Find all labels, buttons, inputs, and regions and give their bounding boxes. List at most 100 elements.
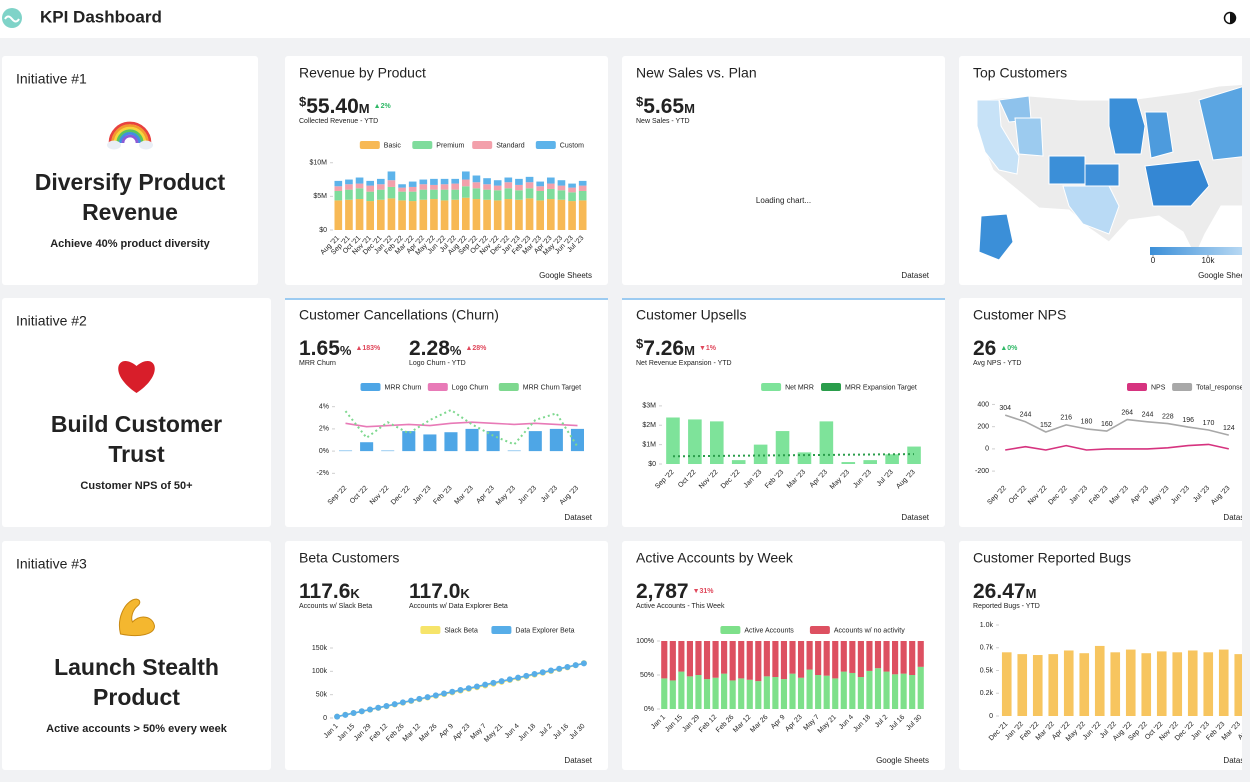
- kpi: 26 ▲0%: [973, 337, 1018, 360]
- bar: [819, 421, 834, 464]
- y-tick-label: 4%: [319, 404, 329, 411]
- line-point: [416, 695, 423, 702]
- line-point: [556, 665, 563, 672]
- card: Customer NPS Dataset 26 ▲0% Avg NPS - YTD NPS…: [959, 298, 1250, 527]
- y-tick-label: $0: [319, 227, 327, 234]
- rainbow-arc: [108, 121, 152, 144]
- theme-icon-half: [1230, 12, 1236, 24]
- map-region: [1198, 86, 1242, 161]
- initiative-title: Revenue: [82, 199, 178, 225]
- bar-segment: [892, 674, 899, 709]
- bar-segment: [334, 180, 343, 187]
- bar-segment: [408, 201, 417, 230]
- bar-segment: [461, 179, 470, 187]
- y-tick-label: 0: [323, 715, 327, 722]
- bar-segment: [483, 199, 491, 230]
- theme-toggle[interactable]: [1223, 11, 1237, 25]
- bar-segment: [355, 183, 364, 189]
- card-background: [622, 298, 945, 527]
- legend-label: Premium: [436, 142, 464, 149]
- bar-segment: [472, 182, 481, 189]
- bar-segment: [366, 201, 375, 230]
- bar-segment: [515, 199, 523, 230]
- map-legend-label: 10k: [1202, 256, 1216, 265]
- legend-swatch: [359, 141, 380, 149]
- legend-swatch: [420, 626, 441, 634]
- line-point: [358, 708, 365, 715]
- data-label: 124: [1223, 425, 1235, 432]
- bar-segment: [686, 676, 693, 709]
- bar-segment: [387, 186, 396, 199]
- y-tick-label: -2%: [317, 470, 329, 477]
- bar-segment: [712, 641, 719, 678]
- bar-segment: [483, 189, 491, 200]
- logo[interactable]: [2, 8, 22, 28]
- kpi-label: Reported Bugs - YTD: [973, 603, 1040, 610]
- bar-segment: [721, 641, 728, 674]
- line-point: [515, 674, 522, 681]
- bar-segment: [695, 641, 702, 675]
- kpi-label: Active Accounts - This Week: [636, 603, 725, 610]
- line-point: [580, 660, 587, 667]
- data-label: 170: [1203, 420, 1215, 427]
- kpi-value: 2.28: [409, 337, 450, 360]
- bar-segment: [525, 198, 534, 230]
- line-point: [457, 687, 464, 693]
- bar-segment: [408, 181, 417, 187]
- bar-segment: [780, 641, 788, 680]
- legend-label: NPS: [1151, 384, 1166, 391]
- line-point: [399, 699, 406, 706]
- legend-swatch: [427, 383, 448, 391]
- bar-segment: [909, 641, 916, 675]
- kpi-value: 55.40: [306, 95, 359, 118]
- line-point: [375, 704, 382, 711]
- bar: [507, 450, 521, 452]
- line-point: [449, 688, 456, 695]
- bar-segment: [815, 675, 822, 709]
- line-point: [334, 713, 341, 720]
- line-point: [482, 681, 489, 688]
- bar-segment: [525, 182, 534, 189]
- bar: [528, 431, 542, 452]
- bar: [841, 462, 856, 464]
- card-source: Dataset: [1223, 513, 1250, 522]
- card-source: Google Sheets: [539, 271, 592, 280]
- card-source: Google Sheets: [1198, 271, 1250, 280]
- bar-segment: [515, 184, 523, 191]
- card-source: Dataset: [564, 756, 592, 765]
- kpi-label: Logo Churn - YTD: [409, 360, 466, 367]
- line-point: [383, 702, 390, 709]
- bar-segment: [334, 200, 343, 230]
- legend-label: Net MRR: [785, 384, 814, 391]
- card-source: Dataset: [901, 271, 929, 280]
- bar-segment: [504, 182, 513, 189]
- y-tick-label: 400: [977, 401, 989, 408]
- bar: [863, 460, 878, 464]
- bar-segment: [823, 675, 830, 709]
- bar-segment: [557, 180, 566, 186]
- bar: [339, 450, 353, 452]
- bar-segment: [366, 185, 375, 192]
- bar-segment: [419, 189, 428, 200]
- y-tick-label: 1.0k: [980, 622, 994, 629]
- bar-segment: [536, 181, 545, 187]
- bar-segment: [568, 183, 576, 188]
- line-point: [441, 690, 448, 697]
- line-point: [531, 671, 538, 678]
- app-title: KPI Dashboard: [40, 7, 162, 26]
- line-point: [539, 669, 546, 676]
- bar-segment: [387, 180, 396, 187]
- bar-segment: [355, 188, 364, 200]
- line-point: [572, 662, 579, 669]
- bar: [709, 421, 724, 464]
- bar-segment: [729, 680, 736, 709]
- bar-segment: [703, 679, 711, 709]
- bar-segment: [430, 199, 438, 230]
- card-title: Customer Upsells: [636, 307, 746, 323]
- card-background: [2, 56, 258, 285]
- line-point: [367, 706, 374, 713]
- bar-segment: [493, 190, 502, 201]
- kpi-value: 5.65: [643, 95, 684, 118]
- legend-label: Total_responses: [1196, 384, 1247, 391]
- bar-segment: [695, 675, 702, 709]
